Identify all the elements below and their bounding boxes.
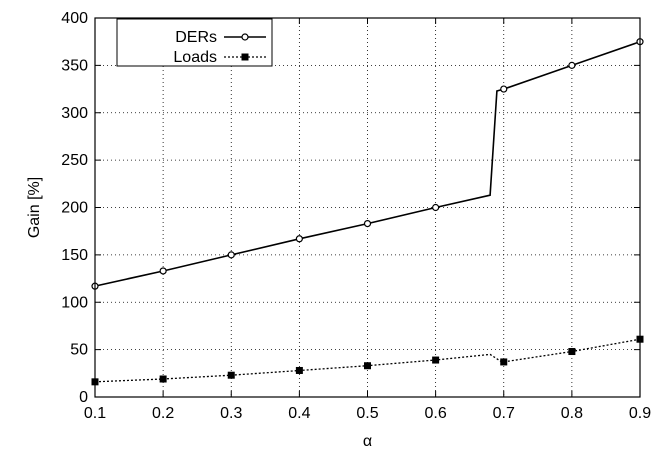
y-tick-label: 50: [70, 342, 88, 359]
x-tick-label: 0.1: [84, 405, 106, 422]
axes: 0.1 0.2 0.3 0.4 0.5 0.6 0.7 0.8 0.9 0 50 100 150 200 2…: [61, 10, 651, 422]
x-tick-label: 0.9: [629, 405, 651, 422]
ders-point: [295, 235, 303, 243]
x-tick-label: 0.3: [220, 405, 242, 422]
y-tick-label: 400: [61, 10, 88, 27]
legend-marker-loads: [241, 53, 249, 61]
x-tick-label: 0.5: [356, 405, 378, 422]
loads-point: [159, 375, 167, 383]
ders-point: [227, 251, 235, 259]
loads-point: [227, 371, 235, 379]
ders-point: [500, 85, 508, 93]
x-tick-label: 0.8: [561, 405, 583, 422]
loads-point: [568, 348, 576, 356]
x-tick-label: 0.6: [425, 405, 447, 422]
series-ders: [91, 38, 644, 290]
ders-point: [363, 220, 372, 228]
x-axis-label: α: [363, 433, 372, 450]
x-tick-label: 0.7: [493, 405, 515, 422]
y-tick-label: 250: [61, 152, 88, 169]
legend-box: [116, 18, 273, 67]
ders-point: [159, 267, 167, 275]
ders-point: [568, 61, 576, 69]
grid: [95, 18, 640, 397]
loads-point: [364, 362, 371, 370]
x-tick-label: 0.4: [288, 405, 310, 422]
y-tick-label: 0: [79, 389, 88, 406]
x-tick-label: 0.2: [152, 405, 174, 422]
legend-marker-ders: [241, 33, 249, 41]
y-axis-label: Gain [%]: [26, 177, 43, 238]
legend-label-ders: DERs: [175, 29, 217, 46]
series-layer: [91, 38, 644, 386]
loads-line: [94, 338, 641, 383]
legend: DERs Loads: [116, 18, 273, 67]
y-tick-label: 100: [61, 294, 88, 311]
series-loads: [91, 335, 644, 386]
y-tick-label: 300: [61, 105, 88, 122]
y-tick-label: 200: [61, 200, 88, 217]
loads-point: [500, 358, 508, 366]
y-tick-label: 350: [61, 57, 88, 74]
loads-point: [432, 356, 440, 364]
y-tick-label: 150: [61, 247, 88, 264]
loads-point: [295, 366, 303, 374]
ders-point: [432, 203, 440, 212]
legend-label-loads: Loads: [173, 49, 217, 66]
